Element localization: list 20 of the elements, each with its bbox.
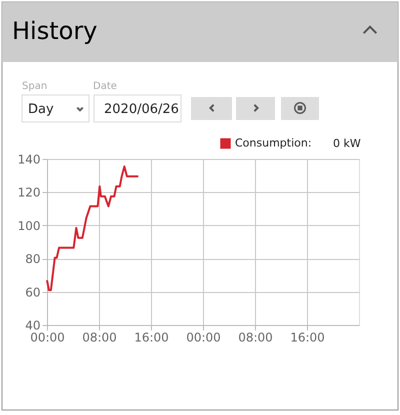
- chart-title: History: [12, 17, 98, 45]
- y-tick-label: 40: [25, 318, 40, 332]
- y-tick-label: 140: [18, 152, 40, 166]
- x-tick-label: 08:00: [82, 330, 117, 344]
- text: Date: [93, 81, 117, 92]
- y-tick-label: 60: [25, 285, 40, 300]
- x-tick-label: 00:00: [30, 330, 65, 344]
- x-tick-label: 00:00: [186, 330, 221, 344]
- x-tick-label: 16:00: [134, 330, 169, 344]
- line-series: [46, 165, 140, 292]
- text: Span: [22, 81, 48, 92]
- y-tick-label: 100: [18, 218, 40, 233]
- x-tick-label: 16:00: [290, 330, 325, 344]
- x-tick-label: 08:00: [238, 330, 273, 344]
- text: 2020/06/26: [104, 102, 179, 117]
- legend-label: Consumption:: [235, 136, 312, 150]
- y-tick-label: 80: [25, 252, 40, 266]
- text: 0 kW: [333, 137, 361, 150]
- y-tick-label: 120: [18, 186, 40, 200]
- text: Day: [28, 102, 54, 117]
